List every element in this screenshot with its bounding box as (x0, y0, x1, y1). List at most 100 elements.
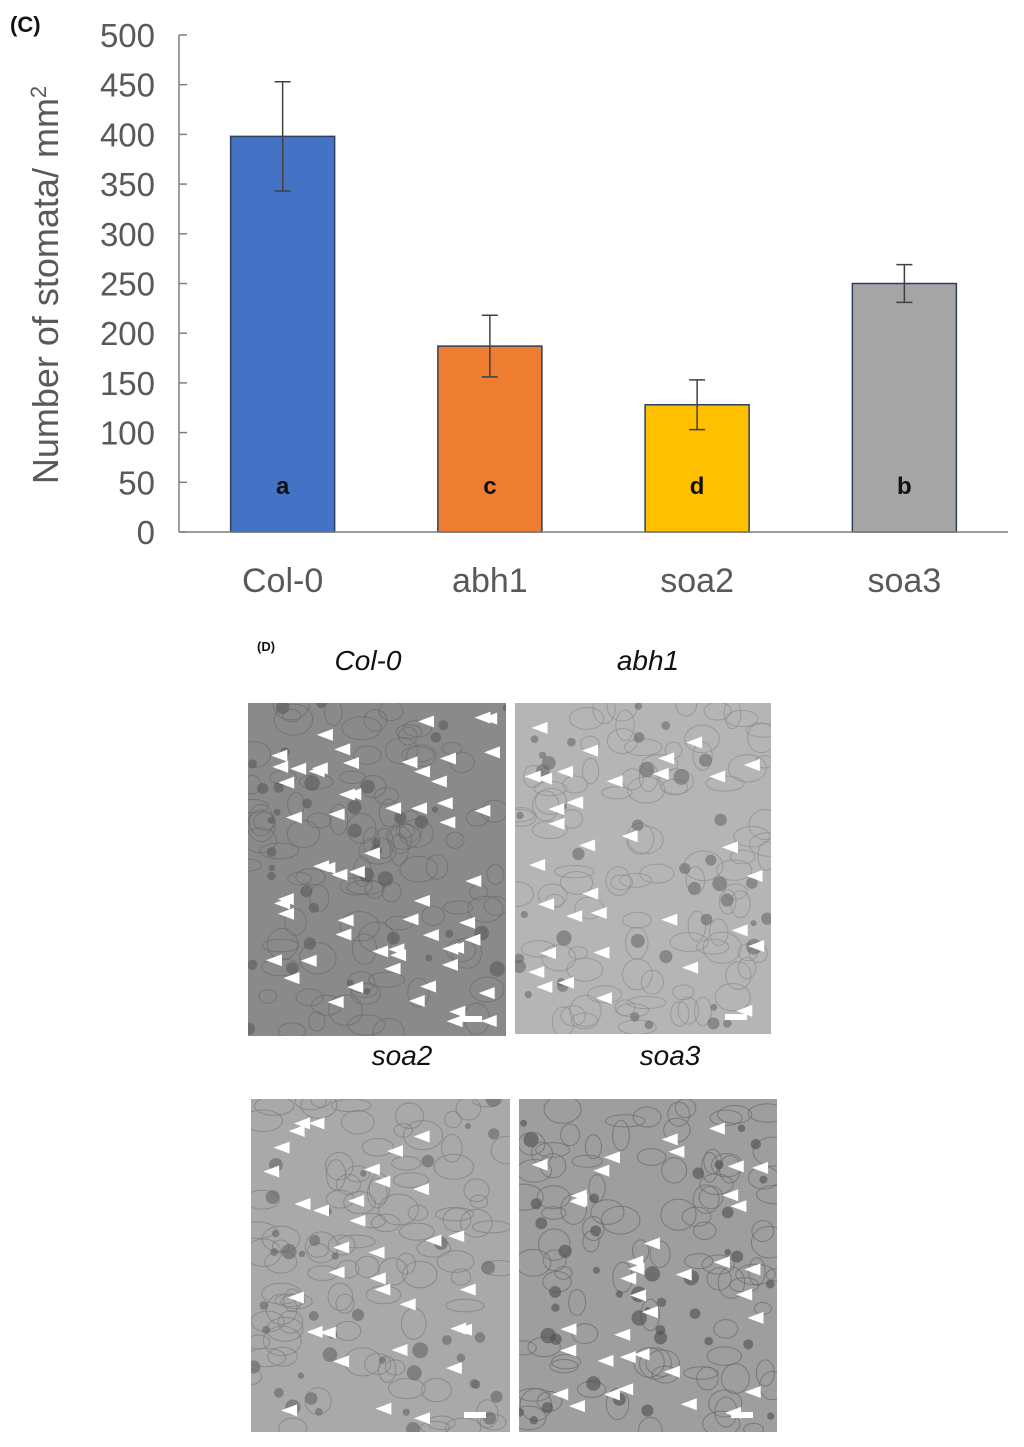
micrograph-title-soa3: soa3 (639, 1040, 701, 1071)
stomata-arrowhead (439, 752, 456, 765)
micrograph-title-soa2: soa2 (371, 1040, 433, 1071)
stomata-arrowhead (480, 1014, 497, 1027)
stomata-arrowhead (374, 1283, 391, 1296)
stomata-arrowhead (539, 947, 556, 960)
stomata-arrowhead (621, 830, 638, 843)
stomata-arrowhead (658, 752, 675, 765)
bar-chart: 0 50 100 150 200 250 300 350 400 450 500 a c d b Col-… (25, 17, 1008, 600)
y-axis-label: Number of stomata/ mm2 (25, 86, 66, 484)
stomata-arrowhead (661, 1133, 678, 1146)
significance-letter: d (690, 473, 705, 500)
scale-bar (460, 1016, 482, 1022)
stomata-arrowhead (746, 870, 763, 883)
stomata-arrowhead (369, 1272, 386, 1285)
stomata-arrowhead (290, 762, 307, 775)
stomata-arrowhead (385, 802, 402, 815)
stomata-arrowhead (278, 907, 295, 920)
stomata-arrowhead (300, 954, 317, 967)
stomata-arrowhead (402, 913, 419, 926)
micrograph-texture (251, 1099, 510, 1432)
y-tick-label: 300 (100, 216, 155, 253)
y-tick-label: 200 (100, 315, 155, 352)
stomata-arrowhead (474, 804, 491, 817)
micrograph-soa2-image (251, 1099, 510, 1432)
stomata-arrowhead (627, 1255, 644, 1268)
panel-c-label: (C) (10, 12, 41, 37)
panel-d-label: (D) (257, 639, 276, 654)
stomata-arrowhead (342, 756, 359, 769)
stomata-arrowhead (736, 1288, 753, 1301)
stomata-arrowhead (363, 847, 380, 860)
stomata-arrowhead (334, 743, 351, 756)
stomata-arrowhead (595, 992, 612, 1005)
stomata-arrowhead (593, 946, 610, 959)
stomata-arrowhead (281, 1404, 298, 1417)
micrograph-texture (248, 703, 506, 1036)
stomata-arrowhead (603, 1151, 620, 1164)
y-tick-label: 50 (118, 464, 155, 501)
stomata-arrowhead (641, 1306, 658, 1319)
stomata-arrowhead (557, 976, 574, 989)
stomata-arrowhead (319, 1326, 336, 1339)
stomata-arrowhead (363, 1163, 380, 1176)
y-tick-label: 500 (100, 17, 155, 54)
stomata-arrowhead (348, 1194, 365, 1207)
stomata-arrowhead (449, 1005, 466, 1018)
stomata-arrowhead (391, 1343, 408, 1356)
stomata-arrowhead (448, 1230, 465, 1243)
stomata-arrowhead (536, 981, 553, 994)
stomata-arrowhead (731, 924, 748, 937)
stomata-arrowhead (263, 1165, 280, 1178)
stomata-arrowhead (538, 898, 555, 911)
stomata-arrowhead (593, 1164, 610, 1177)
stomata-arrowhead (306, 1325, 323, 1338)
stomata-arrowhead (633, 1348, 650, 1361)
stomata-arrowhead (620, 1272, 637, 1285)
stomata-arrowhead (590, 907, 607, 920)
stomata-arrowhead (271, 749, 288, 762)
stomata-arrowhead (531, 721, 548, 734)
stomata-arrowhead (619, 1351, 636, 1364)
stomata-arrowhead (335, 928, 352, 941)
stomata-arrowhead (459, 1283, 476, 1296)
stomata-arrowhead (721, 841, 738, 854)
stomata-arrowhead (709, 770, 726, 783)
stomata-arrowhead (337, 914, 354, 927)
stomata-arrowhead (441, 958, 458, 971)
stomata-arrowhead (652, 767, 669, 780)
scale-bar (731, 1412, 753, 1418)
stomata-arrowhead (413, 1130, 430, 1143)
stomata-arrowhead (552, 1388, 569, 1401)
stomata-arrowhead (579, 839, 596, 852)
x-tick-label: Col-0 (242, 562, 323, 600)
stomata-arrowhead (464, 933, 481, 946)
y-tick-label: 250 (100, 266, 155, 303)
stomata-arrowhead (348, 865, 365, 878)
stomata-arrowhead (448, 941, 465, 954)
stomata-arrowhead (570, 1189, 587, 1202)
stomata-arrowhead (481, 712, 498, 725)
stomata-arrowhead (630, 1289, 647, 1302)
stomata-arrowhead (338, 788, 355, 801)
stomata-arrowhead (722, 1189, 739, 1202)
stomata-arrowhead (557, 765, 574, 778)
stomata-arrowhead (308, 1117, 325, 1130)
stomata-arrowhead (294, 1197, 311, 1210)
stomata-arrowhead (614, 1328, 631, 1341)
stomata-arrowhead (582, 887, 599, 900)
stomata-arrowhead (713, 1256, 730, 1269)
stomata-arrowhead (422, 929, 439, 942)
stomata-arrowhead (603, 1388, 620, 1401)
stomata-arrowhead (347, 981, 364, 994)
stomata-arrowhead (418, 715, 435, 728)
stomata-arrowhead (313, 860, 330, 873)
stomata-arrowhead (445, 1362, 462, 1375)
stomata-arrowhead (331, 868, 348, 881)
stomata-arrowhead (743, 759, 760, 772)
stomata-arrowhead (375, 1402, 392, 1415)
bar-col-0 (229, 135, 336, 533)
stomata-arrowhead (327, 996, 344, 1009)
stomata-arrowhead (566, 796, 583, 809)
significance-letter: b (897, 473, 912, 500)
stomata-arrowhead (465, 875, 482, 888)
